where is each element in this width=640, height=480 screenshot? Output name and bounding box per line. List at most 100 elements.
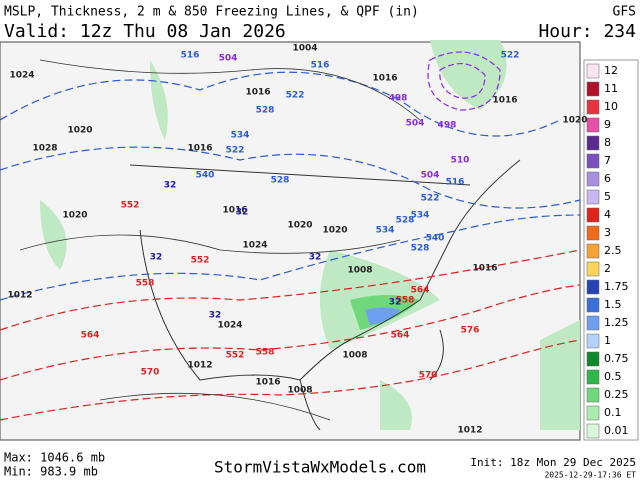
contour-label: 504 (406, 119, 425, 129)
contour-label: 1016 (222, 206, 247, 216)
legend-swatch (586, 279, 600, 295)
legend-label: 7 (604, 154, 611, 167)
contour-label: 1016 (245, 88, 270, 98)
legend-swatch (586, 153, 600, 169)
contour-label: 528 (271, 176, 290, 186)
contour-label: 564 (411, 286, 430, 296)
legend-label: 5 (604, 190, 611, 203)
legend-label: 0.75 (604, 352, 629, 365)
contour-label: 522 (286, 91, 305, 101)
contour-label: 1024 (217, 321, 242, 331)
contour-label: 510 (451, 156, 470, 166)
legend-label: 6 (604, 172, 611, 185)
legend-label: 1.25 (604, 316, 629, 329)
legend-label: 8 (604, 136, 611, 149)
contour-label: 32 (389, 298, 402, 308)
contour-label: 1016 (372, 74, 397, 84)
contour-label: 32 (164, 181, 177, 191)
contour-label: 522 (226, 146, 245, 156)
legend-label: 11 (604, 82, 618, 95)
timestamp: 2025-12-29-17:36 ET (544, 471, 636, 480)
contour-label: 1020 (62, 211, 87, 221)
contour-label: 1008 (347, 266, 372, 276)
legend-swatch (586, 243, 600, 259)
legend-label: 12 (604, 64, 618, 77)
contour-label: 32 (309, 253, 322, 263)
contour-label: 516 (311, 61, 330, 71)
legend-label: 2.5 (604, 244, 622, 257)
legend-swatch (586, 315, 600, 331)
contour-label: 516 (181, 51, 200, 61)
legend-label: 0.1 (604, 406, 622, 419)
contour-label: 1016 (187, 144, 212, 154)
contour-label: 516 (446, 178, 465, 188)
contour-label: 1008 (342, 351, 367, 361)
legend-swatch (586, 351, 600, 367)
legend-swatch (586, 225, 600, 241)
title: MSLP, Thickness, 2 m & 850 Freezing Line… (4, 5, 419, 20)
legend-swatch (586, 387, 600, 403)
contour-label: 558 (256, 348, 275, 358)
contour-label: 1012 (457, 426, 482, 436)
contour-label: 570 (419, 371, 438, 381)
contour-label: 1028 (32, 144, 57, 154)
legend-label: 1.75 (604, 280, 629, 293)
contour-label: 576 (461, 326, 480, 336)
contour-label: 564 (81, 331, 100, 341)
legend-label: 0.25 (604, 388, 629, 401)
legend-swatch (586, 405, 600, 421)
site: StormVistaWxModels.com (214, 458, 426, 477)
contour-label: 540 (196, 171, 215, 181)
valid-time: Valid: 12z Thu 08 Jan 2026 (4, 21, 286, 42)
forecast-hour: Hour: 234 (538, 21, 636, 42)
contour-label: 552 (121, 201, 140, 211)
contour-label: 540 (426, 234, 445, 244)
legend-label: 1 (604, 334, 611, 347)
legend-swatch (586, 297, 600, 313)
contour-label: 528 (256, 106, 275, 116)
legend-label: 2 (604, 262, 611, 275)
contour-label: 498 (389, 94, 408, 104)
contour-label: 558 (136, 279, 155, 289)
legend-swatch (586, 207, 600, 223)
contour-label: 1016 (492, 96, 517, 106)
legend-label: 1.5 (604, 298, 622, 311)
legend-label: 0.5 (604, 370, 622, 383)
legend-label: 10 (604, 100, 618, 113)
contour-label: 528 (396, 216, 415, 226)
contour-label: 1024 (242, 241, 267, 251)
legend-swatch (586, 333, 600, 349)
min-pressure: Min: 983.9 mb (4, 465, 98, 479)
contour-label: 1004 (292, 44, 317, 54)
contour-label: 534 (411, 211, 430, 221)
contour-label: 1020 (287, 221, 312, 231)
contour-label: 534 (231, 131, 250, 141)
map-art (0, 40, 581, 431)
model: GFS (613, 5, 636, 20)
contour-label: 1020 (67, 126, 92, 136)
legend-swatch (586, 63, 600, 79)
contour-label: 504 (421, 171, 440, 181)
legend-swatch (586, 117, 600, 133)
contour-label: 1020 (562, 116, 587, 126)
contour-label: 528 (411, 244, 430, 254)
init-time: Init: 18z Mon 29 Dec 2025 (470, 456, 636, 469)
legend-swatch (586, 189, 600, 205)
legend-label: 0.01 (604, 424, 629, 437)
legend-swatch (586, 99, 600, 115)
legend-label: 9 (604, 118, 611, 131)
contour-label: 504 (219, 54, 238, 64)
contour-label: 1016 (472, 264, 497, 274)
legend-swatch (586, 423, 600, 439)
legend-label: 4 (604, 208, 611, 221)
contour-label: 552 (191, 256, 210, 266)
legend-swatch (586, 171, 600, 187)
contour-label: 552 (226, 351, 245, 361)
contour-label: 534 (376, 226, 395, 236)
contour-label: 522 (421, 194, 440, 204)
legend-swatch (586, 135, 600, 151)
contour-label: 32 (209, 311, 222, 321)
legend-swatch (586, 369, 600, 385)
contour-label: 1012 (7, 291, 32, 301)
